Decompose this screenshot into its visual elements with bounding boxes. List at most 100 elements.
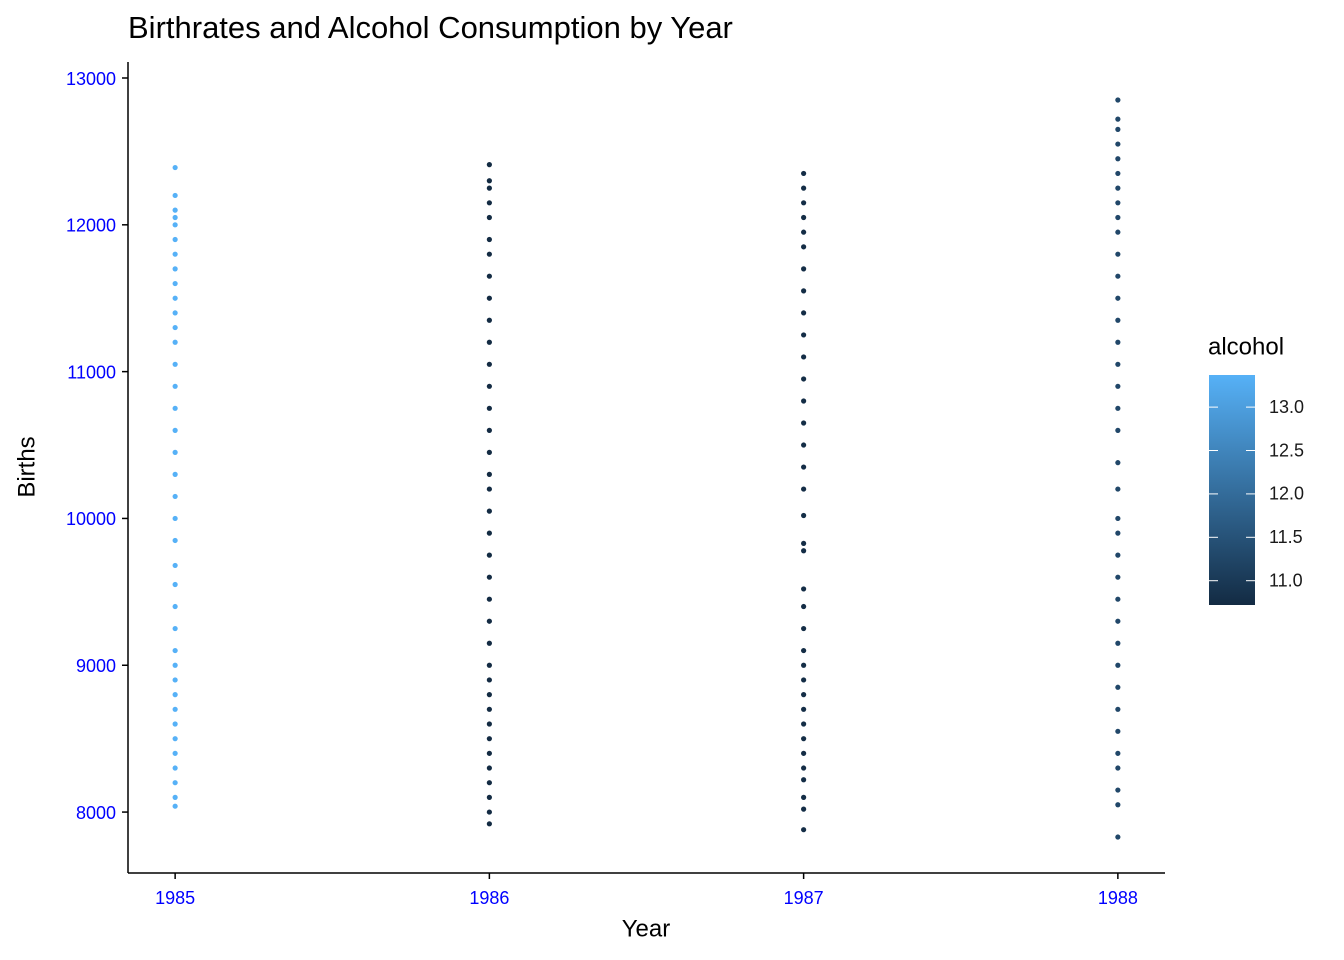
point [801,244,807,250]
point [486,162,492,168]
x-tick-label: 1987 [784,888,824,908]
point [1115,116,1121,122]
point [172,647,178,654]
point [486,750,492,756]
point [1115,185,1121,191]
point [801,288,807,294]
point [1115,200,1121,206]
point [1115,383,1121,389]
point [801,332,807,338]
point [486,618,492,624]
x-tick-label: 1985 [155,888,195,908]
point [801,586,807,592]
point [801,229,807,235]
point [172,780,178,786]
point [801,806,807,812]
point [172,361,178,367]
point [1115,170,1121,177]
y-tick-label: 12000 [66,216,116,236]
point [1115,706,1121,712]
x-axis-title: Year [622,915,671,942]
point [801,736,807,742]
point [801,706,807,712]
point [172,164,178,171]
point [801,442,807,448]
point [801,310,807,316]
point [486,809,492,815]
point [801,170,807,177]
point [1115,596,1121,602]
y-tick-label: 9000 [76,656,116,676]
point [1115,530,1121,536]
point [172,493,178,500]
point [172,192,178,199]
legend-title: alcohol [1208,333,1284,360]
point [172,339,178,345]
point [172,236,178,243]
point [801,376,807,382]
point [172,803,178,809]
point [172,677,178,683]
point [172,562,178,569]
point [172,736,178,742]
point [801,647,807,654]
point [486,706,492,712]
point [801,486,807,492]
point [1115,552,1121,558]
point [486,185,492,191]
point [801,794,807,800]
point [486,236,492,243]
point [801,548,807,554]
point [1115,486,1121,492]
point [486,427,492,433]
point [1115,295,1121,301]
point [801,677,807,683]
point [1115,515,1121,522]
point [1115,728,1121,734]
point [172,662,178,668]
point [1115,229,1121,235]
point [172,794,178,800]
point [1115,251,1121,257]
point [172,222,178,228]
point [1115,787,1121,793]
chart-title: Birthrates and Alcohol Consumption by Ye… [128,10,733,45]
point [486,449,492,455]
x-tick-label: 1988 [1098,888,1138,908]
point [486,821,492,827]
point [172,750,178,756]
point [801,540,807,547]
y-tick-label: 8000 [76,803,116,823]
point [172,214,178,221]
point [801,185,807,191]
point [486,552,492,558]
point [486,361,492,367]
point [486,574,492,580]
point [486,596,492,602]
colorbar-tick-label: 11.5 [1269,527,1303,547]
point [801,464,807,470]
colorbar [1209,375,1255,605]
point [172,427,178,433]
point [172,625,178,632]
point [801,200,807,206]
y-tick-label: 13000 [66,69,116,89]
point [1115,405,1121,411]
point [172,207,178,213]
point [801,420,807,426]
point [801,354,807,360]
point [486,530,492,536]
point [801,266,807,272]
point [486,295,492,301]
point [1115,574,1121,580]
point [486,405,492,411]
point [486,640,492,646]
point [801,692,807,698]
y-axis-title: Births [13,436,40,497]
point [172,251,178,257]
point [486,178,492,184]
point [1115,802,1121,808]
point [486,317,492,323]
point [486,508,492,514]
